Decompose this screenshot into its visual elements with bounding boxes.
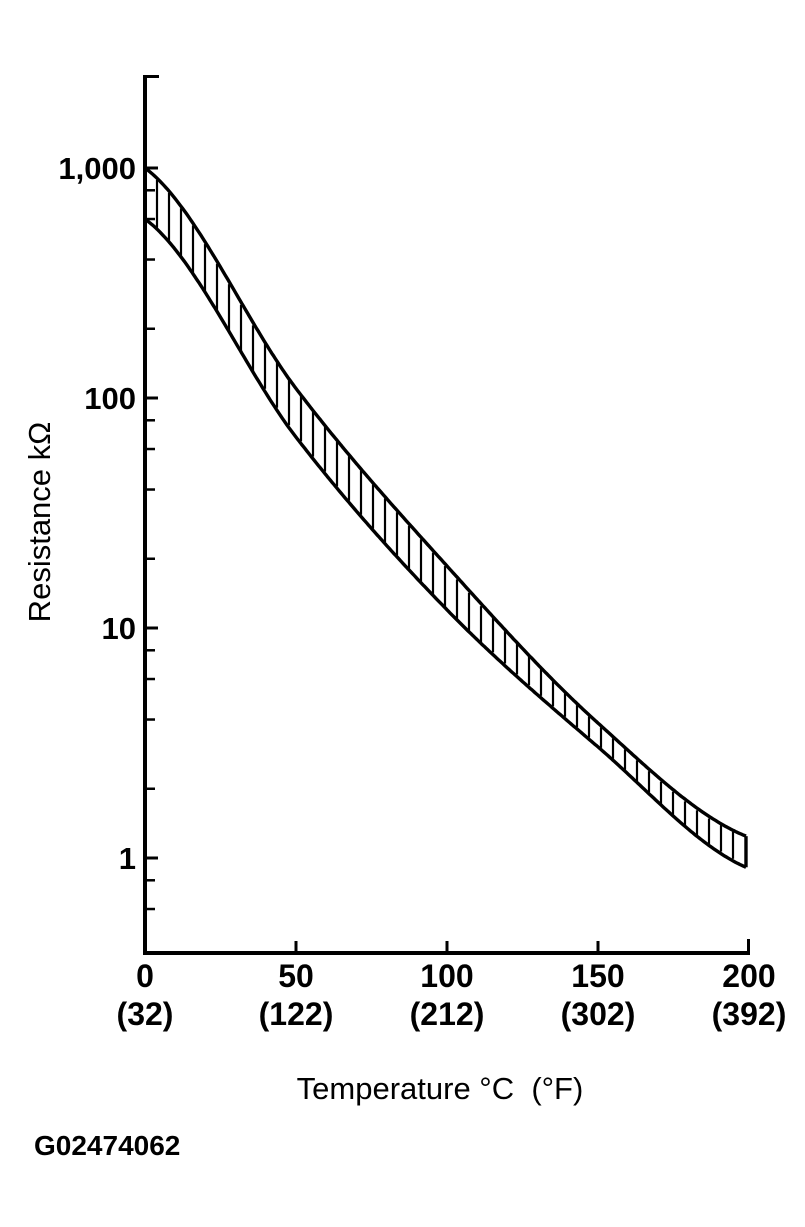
lower-tolerance-curve xyxy=(143,217,747,869)
x-tick-label-fahrenheit: (392) xyxy=(712,996,787,1032)
x-tick-label-fahrenheit: (212) xyxy=(410,996,485,1032)
x-tick-label-celsius: 100 xyxy=(420,958,473,994)
y-tick-label: 1,000 xyxy=(58,151,136,186)
x-tick-label-fahrenheit: (122) xyxy=(259,996,334,1032)
x-tick-label-fahrenheit: (302) xyxy=(561,996,636,1032)
x-tick-label-celsius: 50 xyxy=(278,958,314,994)
x-tick-label-fahrenheit: (32) xyxy=(117,996,174,1032)
x-axis-title: Temperature °C (°F) xyxy=(297,1071,584,1106)
y-axis-title: Resistance kΩ xyxy=(22,422,57,623)
x-tick-label-celsius: 150 xyxy=(571,958,624,994)
figure-code: G02474062 xyxy=(34,1130,180,1161)
y-tick-label: 1 xyxy=(119,841,136,876)
y-tick-label: 100 xyxy=(84,381,136,416)
x-tick-label-celsius: 0 xyxy=(136,958,154,994)
x-tick-label-celsius: 200 xyxy=(722,958,775,994)
upper-tolerance-curve xyxy=(143,166,747,838)
chart-render-layer: 1,0001001010(32)50(122)100(212)150(302)2… xyxy=(58,75,786,1032)
y-tick-label: 10 xyxy=(102,611,136,646)
